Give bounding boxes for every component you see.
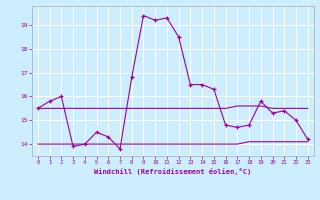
X-axis label: Windchill (Refroidissement éolien,°C): Windchill (Refroidissement éolien,°C): [94, 168, 252, 175]
